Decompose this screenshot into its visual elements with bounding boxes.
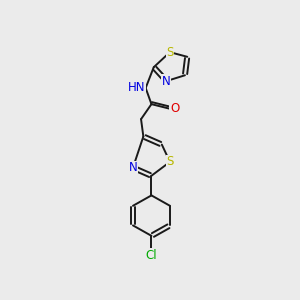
Text: O: O <box>170 102 179 115</box>
Text: S: S <box>166 46 174 59</box>
Text: N: N <box>162 74 171 88</box>
Text: HN: HN <box>128 82 146 94</box>
Text: N: N <box>129 161 137 174</box>
Text: Cl: Cl <box>146 249 157 262</box>
Text: S: S <box>166 155 174 168</box>
